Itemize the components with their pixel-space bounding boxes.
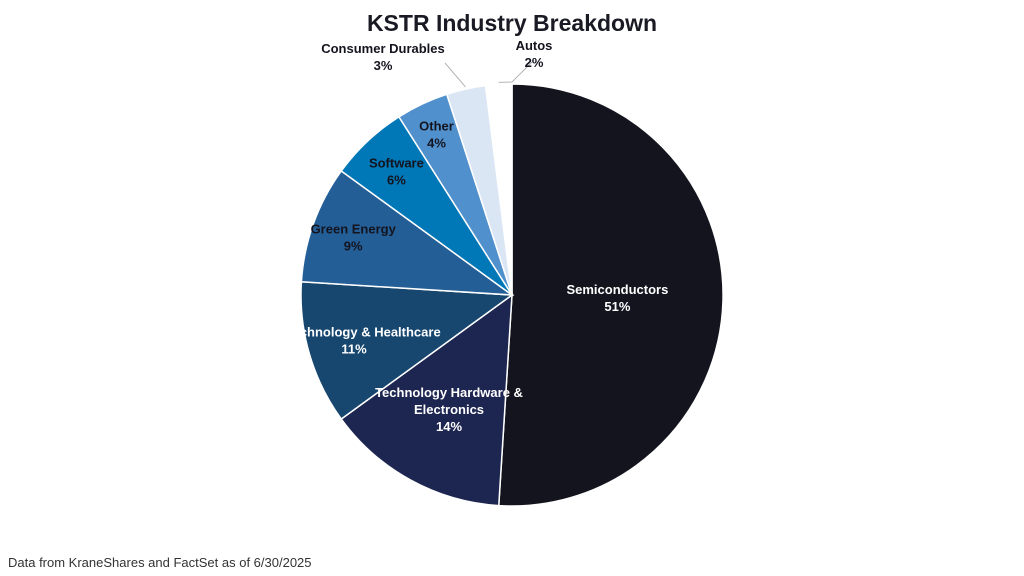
slice-label-technology-hardware-and-electronics: Technology Hardware & Electronics 14% <box>375 385 523 434</box>
slice-labels: Semiconductors 51% Technology Hardware & El… <box>267 38 668 434</box>
leader-line-consumer-durables <box>444 62 466 88</box>
slice-category-label: Consumer Durables <box>321 41 445 56</box>
slice-category-label: Green Energy <box>311 222 397 237</box>
slice-value-label: 3% <box>374 58 393 73</box>
pie-slices <box>300 83 724 507</box>
pie-slice-biotechnology-and-healthcare <box>300 280 515 421</box>
pie-slice-semiconductors <box>497 83 724 507</box>
slice-value-label: 14% <box>436 419 462 434</box>
slice-label-semiconductors: Semiconductors 51% <box>566 282 668 314</box>
slice-category-label: Biotechnology & Healthcare <box>267 325 440 340</box>
slice-category-label: Technology Hardware & <box>375 385 523 400</box>
slice-label-biotechnology-and-healthcare: Biotechnology & Healthcare 11% <box>267 325 440 357</box>
slice-value-label: 6% <box>387 173 406 188</box>
slice-label-software: Software 6% <box>369 156 424 188</box>
slice-category-label: Software <box>369 156 424 171</box>
leader-lines <box>444 59 535 88</box>
slice-category-label: Other <box>419 118 454 133</box>
slice-category-label: Electronics <box>414 402 484 417</box>
slice-value-label: 2% <box>525 55 544 70</box>
slice-category-label: Autos <box>516 38 553 53</box>
slice-label-autos: Autos 2% <box>516 38 553 70</box>
chart-title: KSTR Industry Breakdown <box>366 10 658 36</box>
slice-value-label: 4% <box>427 135 446 150</box>
pie-slice-technology-hardware-and-electronics <box>340 293 513 507</box>
slice-value-label: 51% <box>604 299 630 314</box>
slice-label-other: Other 4% <box>419 118 454 150</box>
pie-slice-autos <box>484 83 513 296</box>
source-footnote: Data from KraneShares and FactSet as of … <box>8 555 312 570</box>
slice-category-label: Semiconductors <box>566 282 668 297</box>
slice-value-label: 9% <box>344 239 363 254</box>
slice-value-label: 11% <box>341 342 367 357</box>
pie-slice-green-energy <box>300 169 515 296</box>
slice-label-consumer-durables: Consumer Durables 3% <box>321 41 445 73</box>
leader-line-autos <box>498 59 535 83</box>
slice-label-green-energy: Green Energy 9% <box>311 222 397 254</box>
